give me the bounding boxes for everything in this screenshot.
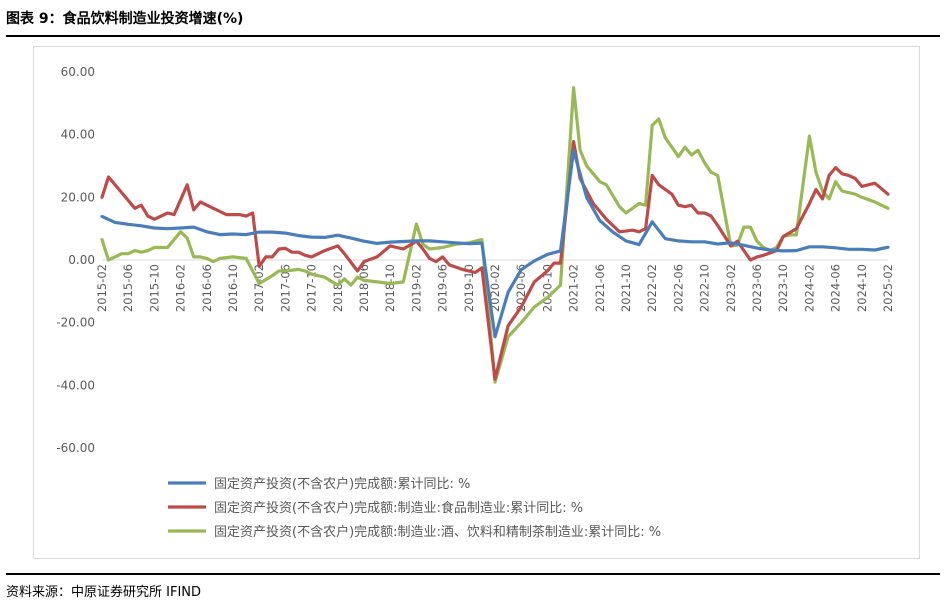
x-tick-label: 2023-02 [724, 264, 738, 312]
x-tick-label: 2018-02 [331, 264, 345, 312]
y-tick-label: -60.00 [56, 441, 95, 455]
legend-label-1: 固定资产投资(不含农户)完成额:累计同比: % [214, 476, 470, 492]
x-tick-label: 2024-06 [829, 264, 843, 312]
x-tick-label: 2015-06 [121, 264, 135, 312]
source-note: 资料来源：中原证券研究所 IFIND [6, 585, 202, 600]
y-tick-label: 20.00 [61, 190, 95, 204]
x-tick-label: 2022-10 [698, 264, 712, 312]
x-tick-label: 2018-06 [357, 264, 371, 312]
x-tick-label: 2025-02 [881, 264, 895, 312]
x-tick-label: 2020-02 [488, 264, 502, 312]
x-tick-label: 2024-02 [802, 264, 816, 312]
series-line-2 [100, 140, 890, 381]
x-tick-label: 2021-02 [567, 264, 581, 312]
legend-label-3: 固定资产投资(不含农户)完成额:制造业:酒、饮料和精制茶制造业:累计同比: % [214, 524, 661, 540]
y-axis: 60.00 40.00 20.00 0.00 -20.00 -40.00 -60.00 [56, 65, 95, 455]
x-tick-label: 2022-06 [671, 264, 685, 312]
x-tick-label: 2016-02 [174, 264, 188, 312]
y-tick-label: -40.00 [56, 378, 95, 392]
x-tick-label: 2022-02 [645, 264, 659, 312]
legend: 固定资产投资(不含农户)完成额:累计同比: % 固定资产投资(不含农户)完成额:制… [168, 476, 661, 540]
y-tick-label: 40.00 [61, 128, 95, 142]
y-tick-label: 60.00 [61, 65, 95, 79]
chart-frame [33, 46, 920, 559]
x-tick-label: 2017-06 [278, 264, 292, 312]
top-rule [6, 35, 940, 37]
x-tick-label: 2019-02 [409, 264, 423, 312]
bottom-rule [6, 573, 940, 575]
x-tick-label: 2021-06 [593, 264, 607, 312]
series-lines [100, 86, 890, 384]
x-tick-label: 2016-06 [200, 264, 214, 312]
legend-label-2: 固定资产投资(不含农户)完成额:制造业:食品制造业:累计同比: % [214, 500, 583, 516]
y-tick-label: 0.00 [68, 253, 95, 267]
x-tick-label: 2019-10 [462, 264, 476, 312]
x-tick-label: 2021-10 [619, 264, 633, 312]
x-tick-label: 2016-10 [226, 264, 240, 312]
x-axis: 2015-02 2015-06 2015-10 2016-02 2016-06 2016-… [95, 259, 895, 312]
x-tick-label: 2015-10 [147, 264, 161, 312]
figure-title: 图表 9：食品饮料制造业投资增速(%) [6, 11, 244, 27]
x-tick-label: 2019-06 [436, 264, 450, 312]
series-line-1 [100, 148, 890, 339]
y-tick-label: -20.00 [56, 316, 95, 330]
x-tick-label: 2024-10 [855, 264, 869, 312]
x-tick-label: 2018-10 [383, 264, 397, 312]
x-tick-label: 2023-06 [750, 264, 764, 312]
x-tick-label: 2015-02 [95, 264, 109, 312]
x-tick-label: 2023-10 [776, 264, 790, 312]
